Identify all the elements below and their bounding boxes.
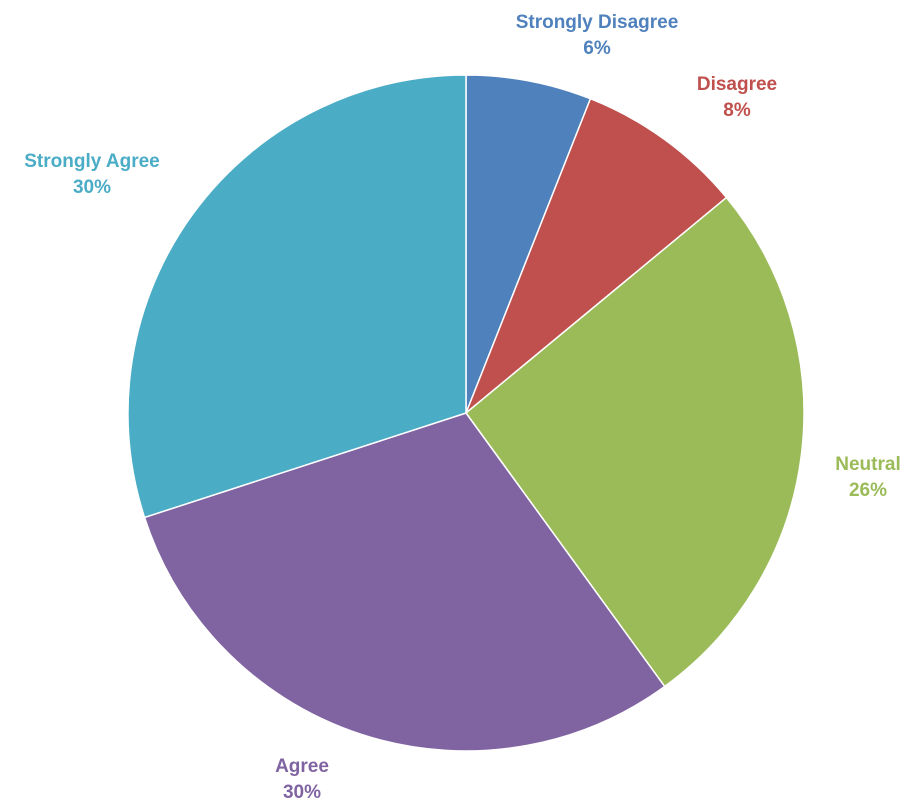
- pie-slices: [128, 75, 804, 751]
- data-label-value: 26%: [849, 480, 887, 501]
- data-label-neutral: Neutral 26%: [835, 454, 900, 501]
- data-label-value: 30%: [283, 782, 321, 803]
- data-label-disagree: Disagree 8%: [697, 74, 777, 121]
- data-label-strongly-disagree: Strongly Disagree 6%: [516, 12, 679, 59]
- data-label-value: 8%: [723, 100, 751, 121]
- data-label-category: Strongly Agree: [24, 151, 160, 172]
- data-label-value: 30%: [73, 177, 111, 198]
- data-label-category: Strongly Disagree: [516, 12, 679, 33]
- data-label-agree: Agree 30%: [275, 756, 329, 803]
- data-label-strongly-agree: Strongly Agree 30%: [24, 151, 160, 198]
- data-label-value: 6%: [583, 38, 611, 59]
- data-label-category: Agree: [275, 756, 329, 777]
- data-label-category: Neutral: [835, 454, 900, 475]
- data-label-category: Disagree: [697, 74, 777, 95]
